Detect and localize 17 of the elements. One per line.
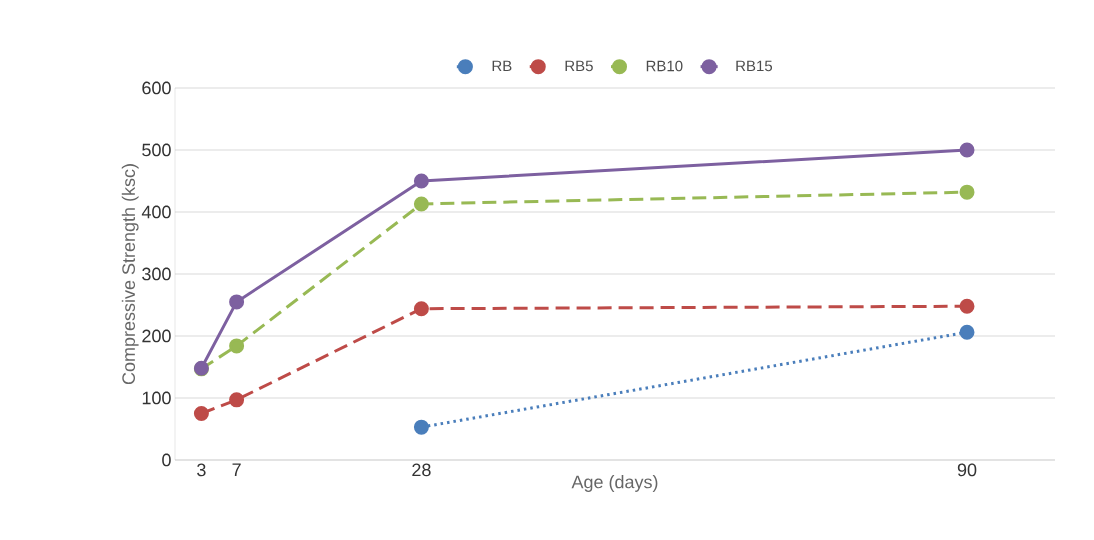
legend-label: RB bbox=[492, 60, 512, 72]
x-tick-label: 90 bbox=[957, 463, 977, 477]
y-tick-label: 400 bbox=[141, 205, 171, 219]
y-axis-title: Compressive Strength (ksc) bbox=[121, 164, 139, 385]
y-tick-label: 200 bbox=[142, 329, 171, 343]
x-tick-label: 3 bbox=[197, 463, 206, 477]
legend-label: RB5 bbox=[565, 60, 593, 72]
legend-label: RB15 bbox=[736, 60, 773, 72]
x-axis-title: Age (days) bbox=[571, 475, 658, 492]
x-tick-label: 28 bbox=[412, 463, 431, 477]
y-tick-label: 600 bbox=[142, 81, 171, 95]
x-tick-label: 7 bbox=[232, 463, 241, 476]
y-tick-label: 0 bbox=[162, 453, 171, 467]
legend-label: RB10 bbox=[646, 60, 683, 72]
y-tick-label: 500 bbox=[142, 143, 171, 157]
y-tick-label: 100 bbox=[142, 391, 171, 405]
y-tick-label: 300 bbox=[142, 267, 171, 281]
